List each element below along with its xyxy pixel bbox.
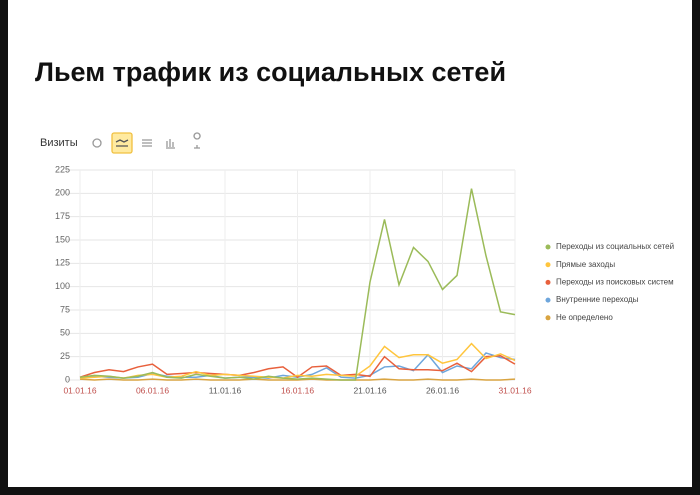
legend-marker bbox=[545, 244, 551, 250]
legend-marker bbox=[545, 315, 551, 321]
y-tick-label: 175 bbox=[55, 211, 70, 221]
x-tick-label: 11.01.16 bbox=[209, 385, 242, 395]
y-tick-label: 25 bbox=[60, 351, 70, 361]
bar-icon[interactable] bbox=[166, 139, 175, 149]
x-tick-label: 21.01.16 bbox=[353, 385, 386, 395]
y-tick-label: 75 bbox=[60, 304, 70, 314]
legend-label: Переходы из социальных сетей bbox=[556, 242, 674, 251]
x-tick-label: 31.01.16 bbox=[498, 385, 531, 395]
area-icon[interactable] bbox=[142, 139, 152, 147]
legend-marker bbox=[545, 279, 551, 285]
series-line bbox=[79, 342, 516, 379]
legend-marker bbox=[545, 297, 551, 303]
legend-marker bbox=[545, 262, 551, 268]
map-icon[interactable] bbox=[193, 132, 201, 149]
view-icons[interactable] bbox=[92, 132, 201, 154]
series-line bbox=[79, 354, 516, 379]
legend-label: Не определено bbox=[556, 313, 613, 322]
chart-title: Визиты bbox=[40, 137, 78, 149]
y-tick-label: 100 bbox=[55, 281, 70, 291]
x-tick-label: 01.01.16 bbox=[63, 385, 96, 395]
y-tick-label: 0 bbox=[65, 374, 70, 384]
y-tick-label: 50 bbox=[60, 328, 70, 338]
line-icon[interactable] bbox=[111, 132, 133, 154]
y-tick-label: 125 bbox=[55, 258, 70, 268]
x-tick-label: 26.01.16 bbox=[426, 385, 459, 395]
y-tick-label: 150 bbox=[55, 234, 70, 244]
slide-title: Льем трафик из социальных сетей bbox=[35, 57, 506, 87]
pie-icon[interactable] bbox=[92, 138, 102, 148]
x-tick-label: 16.01.16 bbox=[281, 385, 314, 395]
series-line bbox=[79, 378, 516, 381]
legend-label: Внутренние переходы bbox=[556, 295, 639, 304]
line-icon-glyph bbox=[115, 139, 129, 147]
slide-bg bbox=[8, 0, 692, 487]
series-line bbox=[79, 188, 516, 381]
y-tick-label: 225 bbox=[55, 164, 70, 174]
chart: 0 25 50 75 100 125 150 175 200 225 01.01.16 06.01.1… bbox=[55, 164, 674, 395]
x-tick-label: 06.01.16 bbox=[136, 385, 169, 395]
y-tick-label: 200 bbox=[55, 188, 70, 198]
legend-label: Прямые заходы bbox=[556, 260, 615, 269]
legend-label: Переходы из поисковых систем bbox=[556, 278, 674, 287]
